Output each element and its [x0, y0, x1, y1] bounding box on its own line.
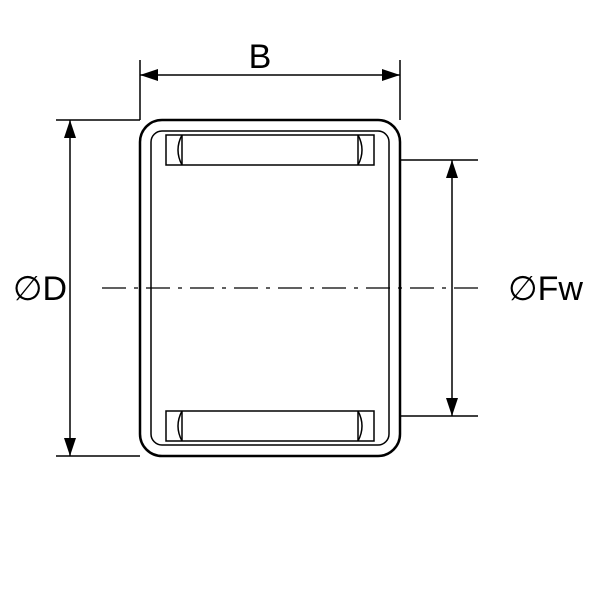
- dimension-d-label: ∅D: [13, 270, 67, 308]
- dimension-b-label: B: [249, 38, 272, 76]
- bearing-cross-section-drawing: B ∅D ∅Fw: [0, 0, 600, 600]
- dimension-fw-label: ∅Fw: [508, 270, 583, 308]
